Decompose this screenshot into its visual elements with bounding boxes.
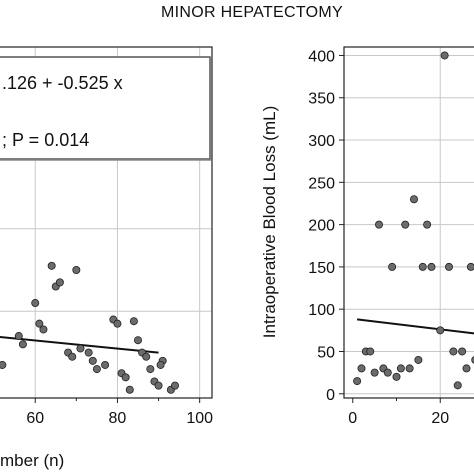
right-regression-line xyxy=(357,318,474,335)
left-data-point-13 xyxy=(76,344,85,353)
right-xtick-label: 20 xyxy=(431,410,449,427)
left-data-point-1 xyxy=(0,360,7,369)
left-data-point-21 xyxy=(121,373,130,382)
right-plot-frame xyxy=(343,46,474,399)
right-y-axis-label: Intraoperative Blood Loss (mL) xyxy=(260,106,279,338)
left-data-point-11 xyxy=(68,352,77,361)
right-ytick-label: 200 xyxy=(308,218,335,235)
right-ytick-label: 100 xyxy=(308,302,335,319)
right-panel: 0 50 100 150 200 250 300 350 400 0 20 Intraoperativ… xyxy=(260,46,474,427)
left-data-point-3 xyxy=(18,340,27,349)
left-annotation-line-1: ; P = 0.014 xyxy=(2,130,89,150)
left-data-point-23 xyxy=(129,317,138,326)
left-data-point-33 xyxy=(156,360,165,369)
right-ytick-label: 150 xyxy=(308,260,335,277)
right-data-point-21 xyxy=(449,347,458,356)
left-data-point-16 xyxy=(92,365,101,374)
left-xtick-label: 80 xyxy=(109,410,127,427)
left-data-point-17 xyxy=(101,360,110,369)
right-ytick-label: 300 xyxy=(308,133,335,150)
right-data-point-23 xyxy=(458,347,467,356)
right-data-point-1 xyxy=(357,364,366,373)
right-data-point-25 xyxy=(466,262,474,271)
right-data-point-0 xyxy=(353,377,362,386)
left-data-point-32 xyxy=(170,381,179,390)
left-data-point-24 xyxy=(133,336,142,345)
left-data-point-27 xyxy=(146,365,155,374)
left-xtick-label: 60 xyxy=(26,410,44,427)
left-data-point-26 xyxy=(142,352,151,361)
right-ytick-label: 250 xyxy=(308,175,335,192)
left-data-point-12 xyxy=(72,265,81,274)
right-data-point-4 xyxy=(370,368,379,377)
left-data-point-7 xyxy=(47,261,56,270)
left-data-point-4 xyxy=(31,299,40,308)
right-data-point-8 xyxy=(388,262,397,271)
left-data-point-5 xyxy=(35,319,44,328)
left-data-point-15 xyxy=(88,356,97,365)
left-x-axis-label: mber (n) xyxy=(0,451,64,470)
left-data-point-29 xyxy=(154,381,163,390)
right-data-point-15 xyxy=(418,262,427,271)
left-xtick-label: 100 xyxy=(186,410,213,427)
right-data-point-14 xyxy=(414,355,423,364)
left-annotation-box xyxy=(0,56,211,160)
left-data-point-6 xyxy=(39,325,48,334)
right-data-point-12 xyxy=(405,364,414,373)
right-data-point-11 xyxy=(401,220,410,229)
right-data-point-3 xyxy=(366,347,375,356)
right-data-point-26 xyxy=(471,356,474,364)
right-data-point-5 xyxy=(374,220,383,229)
right-data-point-20 xyxy=(444,262,453,271)
right-ytick-label: 350 xyxy=(308,91,335,108)
left-panel: 60 80 100 mber (n) .126 + -0.525 x ; P = 0.01… xyxy=(0,46,213,470)
right-data-point-19 xyxy=(440,51,449,60)
left-data-point-9 xyxy=(55,278,64,287)
right-data-point-16 xyxy=(423,220,432,229)
figure-title: MINOR HEPATECTOMY xyxy=(161,4,343,21)
left-plot-frame xyxy=(0,46,213,399)
left-data-point-19 xyxy=(113,319,122,328)
right-ytick-label: 50 xyxy=(317,344,335,361)
left-data-point-14 xyxy=(84,348,93,357)
right-data-point-10 xyxy=(396,364,405,373)
right-data-point-22 xyxy=(453,381,462,390)
right-ytick-label: 0 xyxy=(326,387,335,404)
right-data-point-17 xyxy=(427,262,436,271)
left-data-point-22 xyxy=(125,385,134,394)
right-data-point-9 xyxy=(392,372,401,381)
left-annotation-line-0: .126 + -0.525 x xyxy=(2,73,123,93)
right-data-point-13 xyxy=(409,195,418,204)
right-data-point-18 xyxy=(436,326,445,335)
right-data-point-7 xyxy=(383,368,392,377)
left-data-point-2 xyxy=(14,332,23,341)
right-xtick-label: 0 xyxy=(348,410,357,427)
right-data-point-24 xyxy=(462,364,471,373)
right-ytick-label: 400 xyxy=(308,48,335,65)
